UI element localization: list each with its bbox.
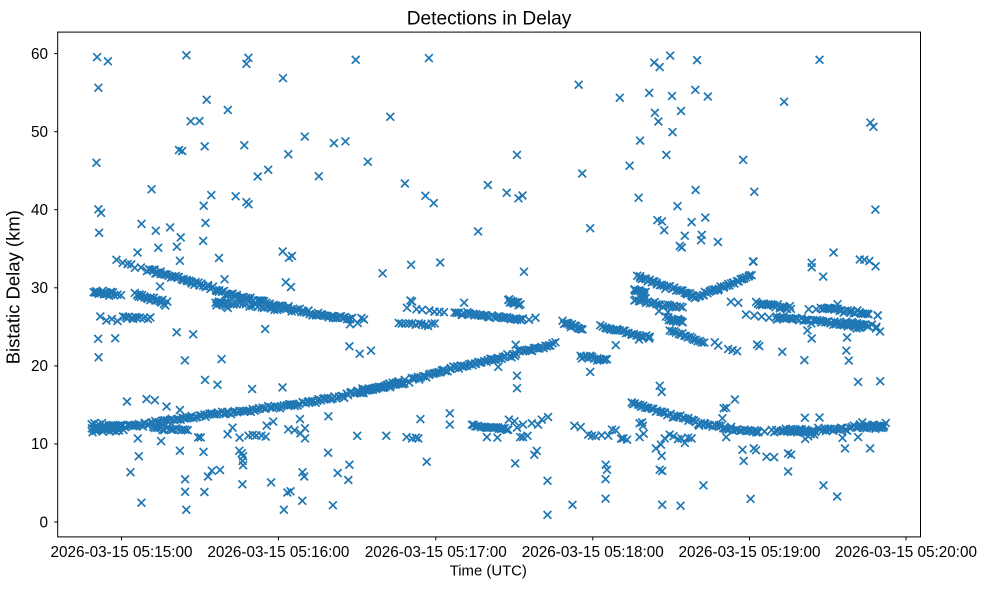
svg-text:10: 10 xyxy=(31,436,48,453)
svg-text:2026-03-15 05:20:00: 2026-03-15 05:20:00 xyxy=(835,544,977,561)
svg-text:2026-03-15 05:18:00: 2026-03-15 05:18:00 xyxy=(522,544,664,561)
svg-text:40: 40 xyxy=(31,202,48,219)
svg-text:Detections in Delay: Detections in Delay xyxy=(407,8,572,29)
svg-text:2026-03-15 05:17:00: 2026-03-15 05:17:00 xyxy=(365,544,507,561)
svg-text:2026-03-15 05:19:00: 2026-03-15 05:19:00 xyxy=(678,544,820,561)
svg-text:0: 0 xyxy=(39,514,48,531)
svg-text:50: 50 xyxy=(31,124,48,141)
svg-text:2026-03-15 05:16:00: 2026-03-15 05:16:00 xyxy=(207,544,349,561)
svg-text:60: 60 xyxy=(31,46,48,63)
svg-text:Time (UTC): Time (UTC) xyxy=(450,564,527,580)
svg-text:30: 30 xyxy=(31,280,48,297)
svg-text:2026-03-15 05:15:00: 2026-03-15 05:15:00 xyxy=(50,544,192,561)
svg-text:Bistatic Delay (km): Bistatic Delay (km) xyxy=(3,210,24,364)
svg-text:20: 20 xyxy=(31,358,48,375)
